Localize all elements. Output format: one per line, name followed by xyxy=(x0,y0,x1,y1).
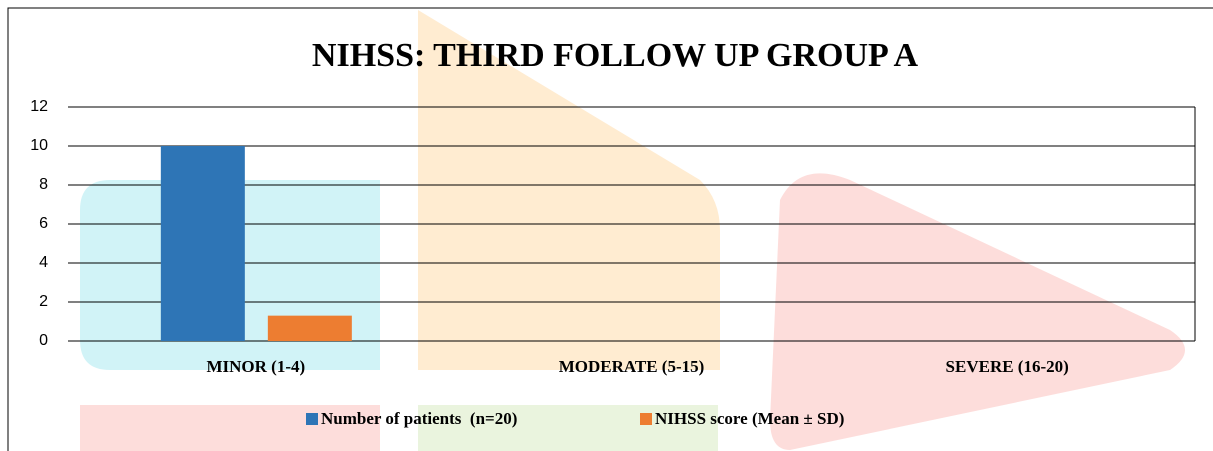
x-tick-label: MINOR (1-4) xyxy=(206,357,305,376)
x-tick-label: SEVERE (16-20) xyxy=(946,357,1069,376)
bar xyxy=(268,316,352,341)
legend-label: Number of patients (n=20) xyxy=(321,409,517,428)
watermark xyxy=(80,10,1185,451)
legend-swatch xyxy=(640,413,652,425)
y-tick-label: 2 xyxy=(39,293,48,310)
y-tick-label: 6 xyxy=(39,215,48,232)
y-tick-label: 8 xyxy=(39,176,48,193)
chart: NIHSS: THIRD FOLLOW UP GROUP A 0 2 4 6 8 10 12… xyxy=(0,0,1213,451)
y-tick-label: 0 xyxy=(39,332,48,349)
bar xyxy=(161,146,245,341)
legend-swatch xyxy=(306,413,318,425)
legend-label: NIHSS score (Mean ± SD) xyxy=(655,409,844,428)
x-tick-label: MODERATE (5-15) xyxy=(559,357,705,376)
y-tick-label: 4 xyxy=(39,254,48,271)
y-tick-label: 10 xyxy=(30,137,48,154)
chart-title: NIHSS: THIRD FOLLOW UP GROUP A xyxy=(312,37,919,74)
y-tick-label: 12 xyxy=(30,98,48,115)
